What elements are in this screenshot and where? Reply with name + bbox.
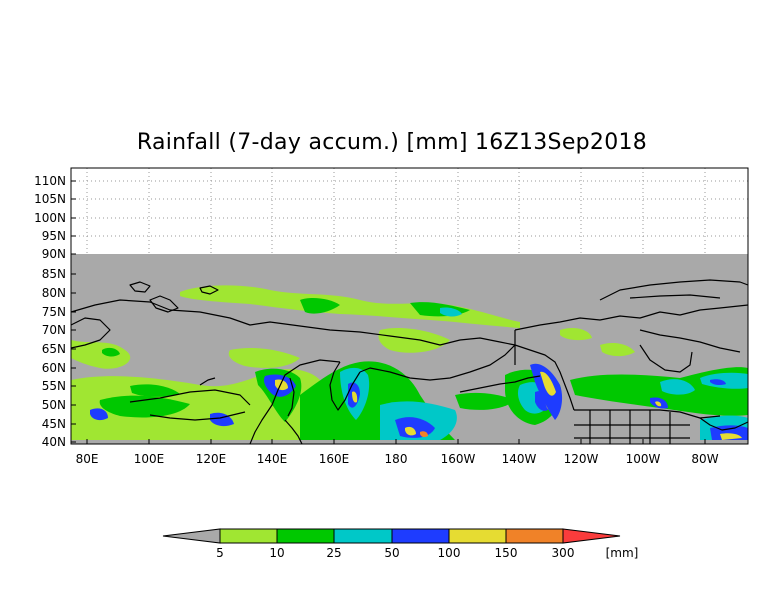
colorbar-segment xyxy=(448,528,507,544)
colorbar-unit: [mm] xyxy=(606,546,639,560)
lat-label: 45N xyxy=(42,417,66,431)
lat-label: 80N xyxy=(42,286,66,300)
lon-label: 180 xyxy=(385,452,408,466)
lat-labels: 110N 105N 100N 95N 90N 85N 80N 75N 70N 6… xyxy=(34,174,66,449)
lon-label: 140W xyxy=(502,452,537,466)
colorbar-label: 50 xyxy=(384,546,399,560)
colorbar-label: 300 xyxy=(552,546,575,560)
colorbar-segment xyxy=(219,528,278,544)
grid-lines xyxy=(71,168,748,254)
colorbar-segment xyxy=(333,528,393,544)
lat-label: 50N xyxy=(42,398,66,412)
lat-label: 65N xyxy=(42,342,66,356)
lat-label: 90N xyxy=(42,247,66,261)
lat-label: 40N xyxy=(42,435,66,449)
rainfall-patches xyxy=(71,285,748,440)
lat-label: 100N xyxy=(34,211,66,225)
lon-label: 120E xyxy=(196,452,227,466)
lat-label: 105N xyxy=(34,192,66,206)
lon-label: 140E xyxy=(257,452,288,466)
colorbar-segment xyxy=(391,528,450,544)
axis-ticks xyxy=(71,180,706,444)
colorbar-label: 25 xyxy=(326,546,341,560)
lat-label: 60N xyxy=(42,361,66,375)
colorbar-label: 100 xyxy=(438,546,461,560)
lat-label: 95N xyxy=(42,229,66,243)
colorbar-segment xyxy=(276,528,335,544)
lon-label: 100E xyxy=(134,452,165,466)
colorbar-segment-low xyxy=(162,528,221,544)
map-title: Rainfall (7-day accum.) [mm] 16Z13Sep201… xyxy=(136,130,648,155)
plot-frame xyxy=(70,167,749,445)
lon-label: 160W xyxy=(441,452,476,466)
lat-label: 70N xyxy=(42,323,66,337)
colorbar-label: 150 xyxy=(495,546,518,560)
lon-label: 100W xyxy=(626,452,661,466)
lat-label: 55N xyxy=(42,379,66,393)
coastlines xyxy=(70,279,749,445)
colorbar-segment-high xyxy=(562,528,621,544)
lat-label: 110N xyxy=(34,174,66,188)
lon-label: 160E xyxy=(319,452,350,466)
lon-label: 120W xyxy=(564,452,599,466)
colorbar: 5 10 25 50 100 150 300 [mm] xyxy=(162,528,639,560)
colorbar-label: 5 xyxy=(216,546,224,560)
lon-label: 80E xyxy=(76,452,99,466)
lon-labels: 80E 100E 120E 140E 160E 180 160W 140W 12… xyxy=(76,452,719,466)
colorbar-segment xyxy=(505,528,564,544)
lon-label: 80W xyxy=(691,452,718,466)
colorbar-label: 10 xyxy=(269,546,284,560)
lat-label: 85N xyxy=(42,267,66,281)
lat-label: 75N xyxy=(42,305,66,319)
